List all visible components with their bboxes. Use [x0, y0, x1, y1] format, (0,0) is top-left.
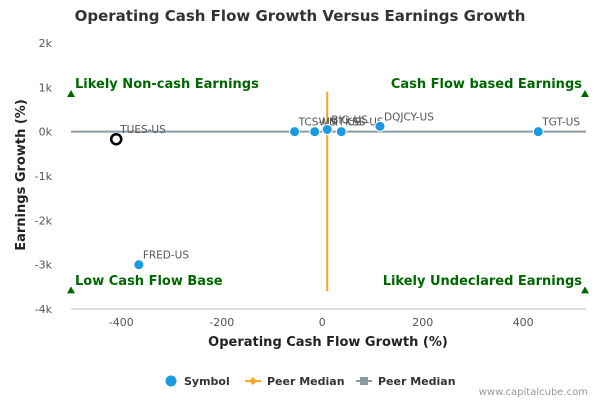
x-tick-label: 200	[412, 316, 433, 329]
x-tick-label: 0	[319, 316, 326, 329]
data-label-fred-us: FRED-US	[143, 250, 190, 262]
legend-item-peer-median-x[interactable]: Peer Median	[245, 375, 345, 388]
data-label-tcs-us: TCS-US	[298, 117, 337, 129]
quadrant-markers	[67, 89, 589, 294]
legend-label-peer-median-y: Peer Median	[378, 375, 456, 388]
chart-title: Operating Cash Flow Growth Versus Earnin…	[75, 7, 526, 25]
legend-label-peer-median-x: Peer Median	[267, 375, 345, 388]
quadrant-triangle-top-left-icon	[67, 89, 75, 97]
x-tick-label: -200	[209, 316, 234, 329]
data-point-kss-us[interactable]	[335, 126, 347, 138]
data-point-dqjcy-us[interactable]	[374, 120, 386, 132]
quadrant-triangle-bottom-left-icon	[67, 286, 75, 294]
quadrant-label-top-right: Cash Flow based Earnings	[391, 77, 582, 92]
data-label-kss-us: KSS-US	[345, 117, 384, 129]
x-tick-label: 400	[513, 316, 534, 329]
legend-diamond-icon	[249, 377, 257, 385]
y-tick-label: 0k	[39, 126, 53, 139]
y-tick-label: 2k	[39, 37, 53, 50]
data-point-fred-us[interactable]	[133, 259, 145, 271]
y-axis-title: Earnings Growth (%)	[14, 99, 29, 251]
quadrant-triangle-top-right-icon	[581, 89, 589, 97]
quadrant-label-bottom-left: Low Cash Flow Base	[75, 274, 223, 289]
y-tick-label: 1k	[39, 81, 53, 94]
y-tick-label: -1k	[35, 170, 53, 183]
legend-symbol-circle-icon	[165, 375, 177, 387]
data-point-tues-us[interactable]	[109, 132, 123, 146]
quadrant-label-bottom-right: Likely Undeclared Earnings	[383, 274, 583, 289]
x-tick-label: -400	[109, 316, 134, 329]
y-tick-label: -4k	[35, 303, 53, 316]
data-point-tcs-us[interactable]	[289, 126, 301, 138]
legend: Symbol Peer Median Peer Median	[165, 375, 456, 388]
legend-item-symbol[interactable]: Symbol	[165, 375, 230, 388]
tick-labels: -400 -200 0 200 400 2k 1k 0k -1k -2k -3k -4k	[35, 37, 534, 329]
y-tick-label: -2k	[35, 214, 53, 227]
data-label-big-us: BIG-US	[331, 114, 368, 126]
data-label-tgt-us: TGT-US	[541, 117, 580, 129]
quadrant-triangle-bottom-right-icon	[581, 286, 589, 294]
x-axis-title: Operating Cash Flow Growth (%)	[208, 335, 448, 350]
legend-square-icon	[360, 377, 368, 385]
credit-text: www.capitalcube.com	[479, 387, 588, 398]
data-point-wmt-us[interactable]	[309, 126, 321, 138]
data-label-dqjcy-us: DQJCY-US	[384, 111, 434, 123]
y-tick-label: -3k	[35, 259, 53, 272]
legend-item-peer-median-y[interactable]: Peer Median	[356, 375, 456, 388]
data-label-tues-us: TUES-US	[119, 124, 166, 136]
data-point-big-us[interactable]	[321, 123, 333, 135]
legend-label-symbol: Symbol	[184, 375, 230, 388]
quadrant-label-top-left: Likely Non-cash Earnings	[75, 77, 259, 92]
data-point-tgt-us[interactable]	[532, 126, 544, 138]
data-label-wmt-us: WMT-US	[319, 117, 362, 129]
